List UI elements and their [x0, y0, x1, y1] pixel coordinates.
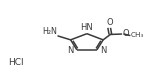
- Text: HN: HN: [80, 23, 93, 32]
- Text: O: O: [106, 18, 113, 27]
- Text: HCl: HCl: [8, 58, 23, 67]
- Text: N: N: [67, 46, 74, 55]
- Text: H₂N: H₂N: [42, 27, 57, 36]
- Text: O: O: [122, 29, 129, 38]
- Text: N: N: [100, 46, 107, 55]
- Text: CH₃: CH₃: [131, 32, 144, 38]
